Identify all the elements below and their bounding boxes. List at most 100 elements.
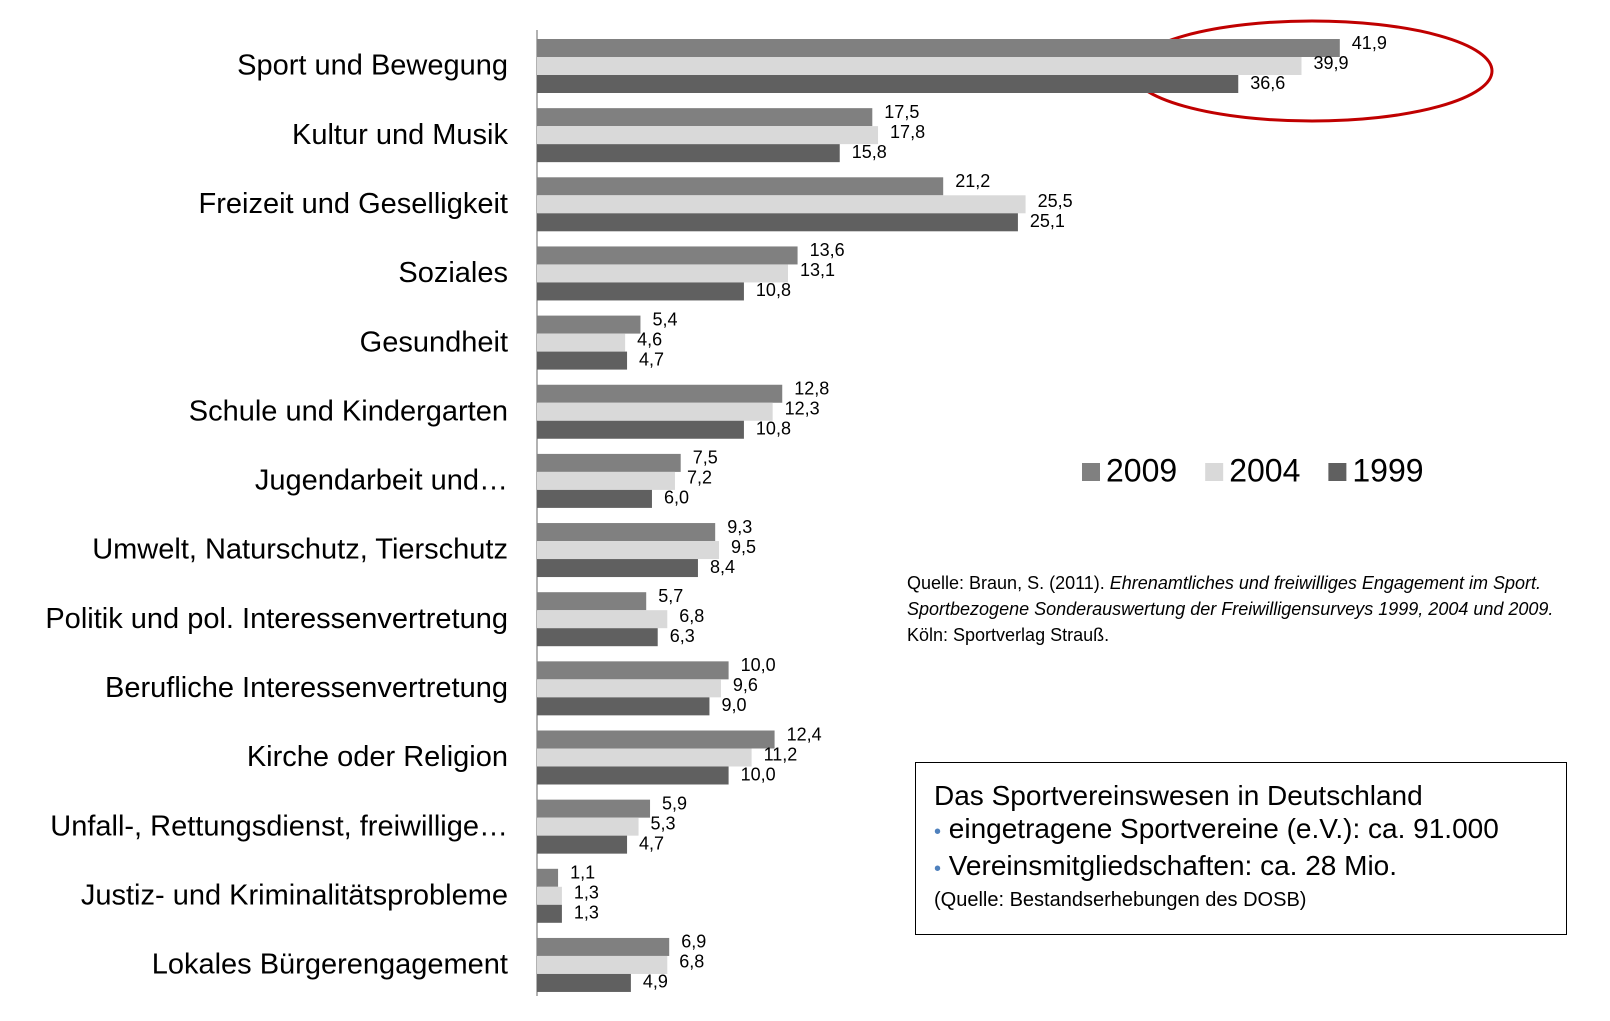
value-label: 10,0 <box>741 655 776 675</box>
value-label: 10,8 <box>756 280 791 300</box>
bar <box>537 886 562 905</box>
bar <box>537 937 670 956</box>
bar <box>537 57 1302 75</box>
value-label: 4,7 <box>639 833 664 853</box>
value-label: 10,0 <box>741 764 776 784</box>
bar <box>537 730 775 749</box>
category-label: Justiz- und Kriminalitätsprobleme <box>81 879 508 911</box>
category-label: Umwelt, Naturschutz, Tierschutz <box>92 534 508 566</box>
value-label: 13,1 <box>800 260 835 280</box>
value-label: 11,2 <box>764 744 798 764</box>
source-part: Köln: Sportverlag Strauß. <box>907 625 1110 645</box>
bar <box>537 315 641 334</box>
value-label: 9,5 <box>731 537 756 557</box>
value-label: 8,4 <box>710 557 735 577</box>
info-note: (Quelle: Bestandserhebungen des DOSB) <box>934 889 1307 911</box>
value-label: 1,1 <box>570 863 595 883</box>
value-label: 6,0 <box>664 488 689 508</box>
category-label: Kultur und Musik <box>292 119 508 151</box>
bar <box>537 126 879 145</box>
source-note: Quelle: Braun, S. (2011). Ehrenamtliches… <box>907 570 1567 648</box>
value-label: 9,6 <box>733 675 758 695</box>
bar <box>537 661 729 680</box>
info-item: • Vereinsmitgliedschaften: ca. 28 Mio. <box>934 850 1398 881</box>
legend-label: 2009 <box>1106 452 1177 488</box>
value-label: 39,9 <box>1313 53 1348 73</box>
value-label: 17,8 <box>890 122 925 142</box>
legend-label: 1999 <box>1352 452 1423 488</box>
legend-label: 2004 <box>1229 452 1300 488</box>
value-label: 9,0 <box>721 695 746 715</box>
bar <box>537 628 658 647</box>
value-label: 1,3 <box>574 903 599 923</box>
bar <box>537 868 559 887</box>
bar <box>537 282 744 301</box>
bar <box>537 817 639 836</box>
bar <box>537 177 944 196</box>
value-label: 12,3 <box>785 399 820 419</box>
bar <box>537 541 720 560</box>
category-label: Lokales Bürgerengagement <box>152 949 508 981</box>
bar <box>537 835 628 854</box>
category-label: Sport und Bewegung <box>237 50 508 82</box>
value-label: 5,4 <box>652 309 677 329</box>
bar <box>537 75 1239 93</box>
bar <box>537 489 652 508</box>
value-label: 25,5 <box>1038 191 1073 211</box>
legend-swatch <box>1082 463 1100 481</box>
bar <box>537 955 668 974</box>
bar <box>537 264 788 283</box>
legend-swatch <box>1205 463 1224 481</box>
value-label: 6,8 <box>679 606 704 626</box>
bar <box>537 144 840 163</box>
info-title: Das Sportvereinswesen in Deutschland <box>934 780 1423 811</box>
bar <box>537 402 773 421</box>
value-label: 4,6 <box>637 329 662 349</box>
category-label: Kirche oder Religion <box>247 741 508 773</box>
category-label: Gesundheit <box>360 326 508 358</box>
bar <box>537 384 783 403</box>
source-part: Ehrenamtliches und freiwilliges Engageme… <box>907 573 1554 619</box>
value-label: 6,9 <box>681 932 706 952</box>
bar <box>537 246 798 265</box>
value-label: 4,9 <box>643 972 668 992</box>
bar <box>537 592 647 611</box>
value-label: 5,7 <box>658 586 683 606</box>
value-label: 7,2 <box>687 468 712 488</box>
category-label: Freizeit und Geselligkeit <box>199 188 508 220</box>
bar <box>537 610 668 629</box>
bar <box>537 766 729 785</box>
legend-swatch <box>1328 463 1347 481</box>
value-label: 7,5 <box>693 448 718 468</box>
value-label: 12,4 <box>787 724 822 744</box>
source-part: Quelle: Braun, S. (2011). <box>907 573 1110 593</box>
bar <box>537 523 716 542</box>
bar <box>537 108 873 127</box>
category-label: Soziales <box>398 257 508 289</box>
bar <box>537 679 721 698</box>
value-label: 5,3 <box>651 813 676 833</box>
value-label: 6,3 <box>670 626 695 646</box>
bar <box>537 195 1026 214</box>
bar <box>537 904 562 923</box>
value-label: 12,8 <box>794 379 829 399</box>
value-label: 13,6 <box>810 240 845 260</box>
value-label: 25,1 <box>1030 211 1065 231</box>
value-label: 17,5 <box>884 102 919 122</box>
bar <box>537 697 710 716</box>
info-item-text: eingetragene Sportvereine (e.V.): ca. 91… <box>948 813 1499 844</box>
bar <box>537 420 744 439</box>
info-item-text: Vereinsmitgliedschaften: ca. 28 Mio. <box>948 850 1398 881</box>
value-label: 10,8 <box>756 419 791 439</box>
value-label: 36,6 <box>1250 73 1285 93</box>
category-label: Berufliche Interessenvertretung <box>105 672 508 704</box>
bar <box>537 39 1340 57</box>
bar <box>537 351 628 370</box>
bar <box>537 453 681 472</box>
value-label: 1,3 <box>574 883 599 903</box>
category-label: Politik und pol. Interessenvertretung <box>45 603 508 635</box>
value-label: 6,8 <box>679 952 704 972</box>
bar <box>537 333 626 352</box>
